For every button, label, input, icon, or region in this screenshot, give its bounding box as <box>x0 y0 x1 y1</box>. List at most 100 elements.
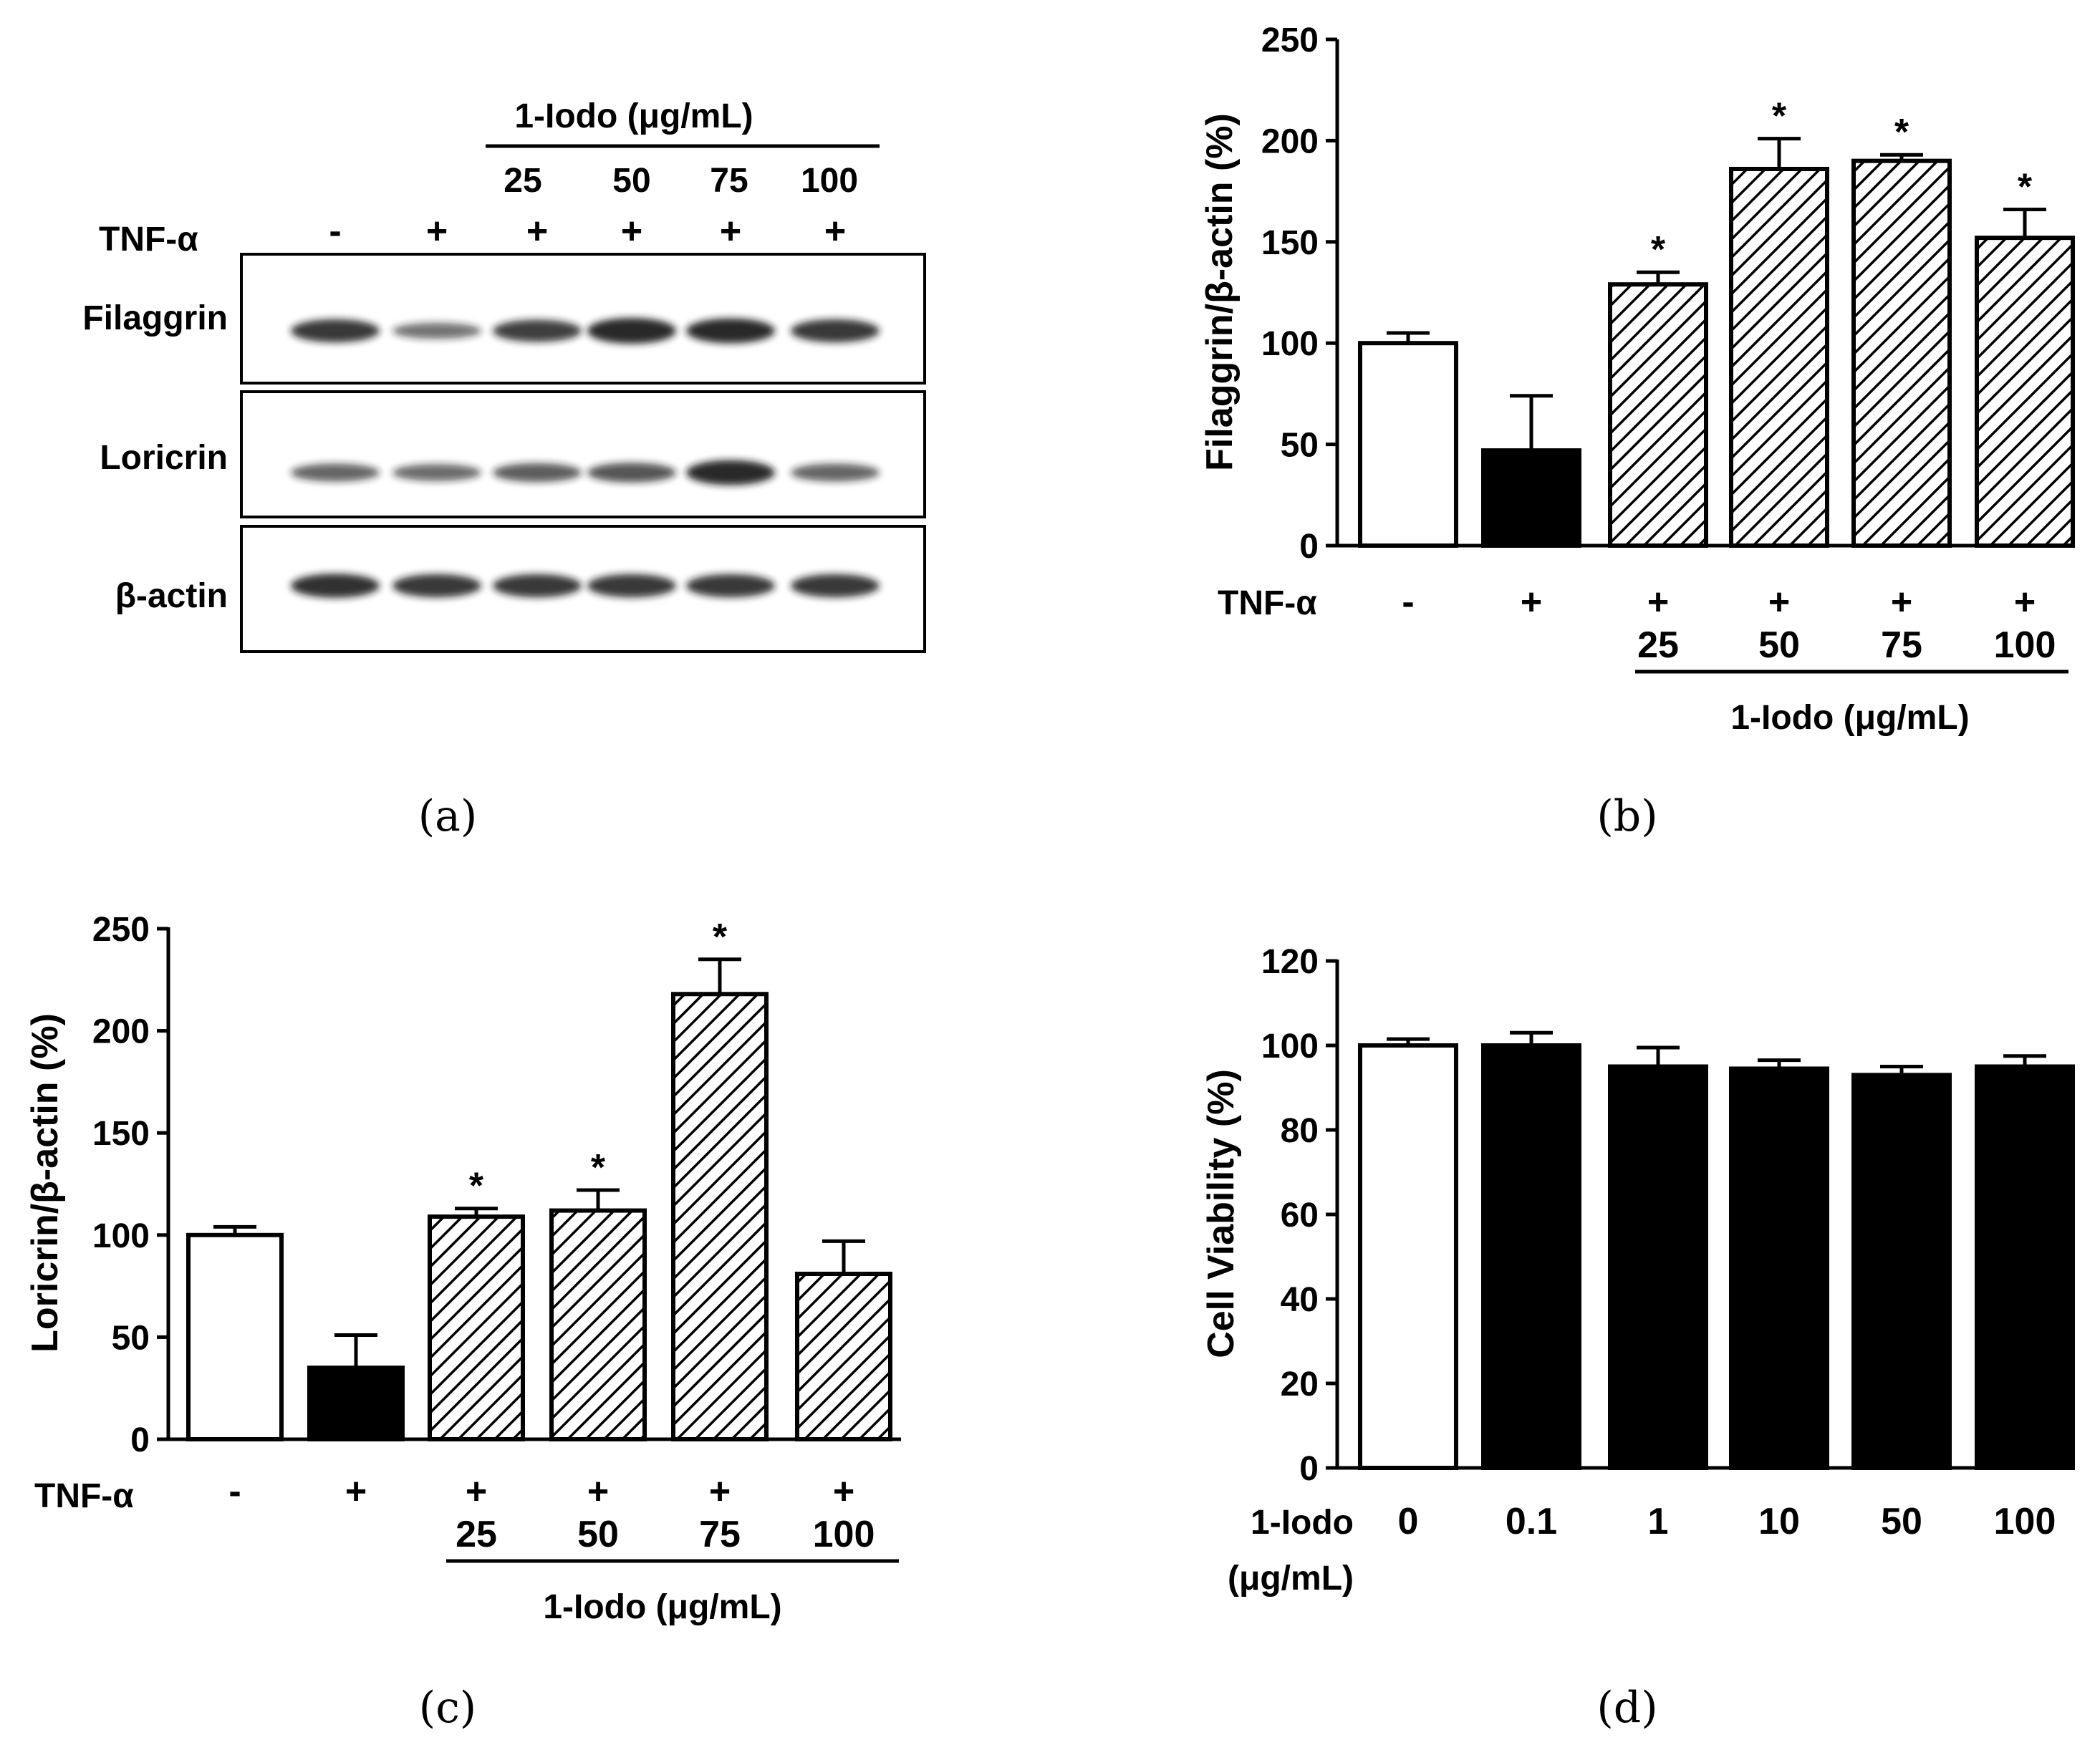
panel-a-tnf-sign: + <box>621 211 642 252</box>
panel-a-dose: 50 <box>612 162 650 200</box>
dose-label: 75 <box>699 1514 741 1555</box>
y-tick-label: 100 <box>1261 1028 1319 1065</box>
tnf-sign: + <box>709 1471 731 1512</box>
blot-band <box>587 574 676 598</box>
bar <box>1608 282 1708 548</box>
blot-box-loricrin <box>240 390 926 518</box>
significance-marker: * <box>1894 112 1909 153</box>
blot-band <box>587 318 676 344</box>
panel-c: * * * 0 50 100 150 200 250 Loricrin/β-actin (%)… <box>24 911 901 1733</box>
panel-b-ylabel: Filaggrin/β-actin (%) <box>1199 113 1241 471</box>
panel-d-caption: (d) <box>1596 1683 1657 1733</box>
tnf-sign: + <box>1768 581 1790 623</box>
panel-a-dose: 25 <box>504 162 541 200</box>
panel-b-group-label: 1-Iodo (μg/mL) <box>1730 699 1969 737</box>
bar <box>549 1208 647 1442</box>
panel-a-tnf-sign: + <box>526 211 548 252</box>
dose-label: 25 <box>456 1514 497 1555</box>
panel-c-tnf-label: TNF-α <box>34 1477 134 1515</box>
bar <box>1608 1064 1708 1470</box>
dose-label: 50 <box>1758 624 1800 666</box>
dose-label: 25 <box>1637 624 1679 666</box>
panel-d-row-label: 1-Iodo <box>1251 1504 1354 1542</box>
tnf-sign: + <box>587 1471 609 1512</box>
dose-label: 100 <box>1994 624 2056 666</box>
tnf-sign: + <box>2014 581 2036 623</box>
panel-a-tnf-sign: + <box>824 211 846 252</box>
bar <box>186 1232 284 1442</box>
significance-marker: * <box>469 1166 484 1207</box>
blot-band <box>686 318 775 344</box>
panel-d-row-label-units: (μg/mL) <box>1228 1560 1354 1598</box>
category-label: 0 <box>1398 1501 1419 1542</box>
blot-band <box>392 464 481 481</box>
blot-band <box>493 463 582 483</box>
panel-a-tnf-label: TNF-α <box>99 221 198 258</box>
y-tick-label: 150 <box>92 1115 150 1153</box>
blot-label-loricrin: Loricrin <box>100 439 228 477</box>
category-label: 50 <box>1881 1501 1922 1542</box>
blot-band <box>493 574 582 598</box>
panel-d-ylabel: Cell Viability (%) <box>1200 1069 1242 1358</box>
y-tick-label: 150 <box>1261 224 1319 262</box>
bars-b: * * * * <box>1358 96 2075 548</box>
significance-marker: * <box>2018 167 2033 208</box>
y-tick-label: 60 <box>1281 1197 1319 1234</box>
bar <box>795 1271 892 1442</box>
category-label: 1 <box>1648 1501 1669 1542</box>
category-label: 0.1 <box>1506 1501 1557 1542</box>
bar <box>1481 1043 1581 1470</box>
panel-a: 1-Iodo (μg/mL) 25 50 75 100 TNF-α - + + … <box>82 97 926 841</box>
xlab-d: 0 0.1 1 10 50 100 <box>1398 1501 2056 1542</box>
blot-band <box>686 460 775 485</box>
y-tick-label: 50 <box>112 1319 150 1357</box>
bar <box>1729 1066 1829 1470</box>
y-tick-label: 250 <box>1261 21 1319 59</box>
dose-label: 75 <box>1881 624 1922 666</box>
y-tick-label: 50 <box>1281 427 1319 465</box>
blot-label-filaggrin: Filaggrin <box>82 299 228 337</box>
significance-marker: * <box>1772 96 1787 137</box>
category-label: 100 <box>1994 1501 2056 1542</box>
category-label: 10 <box>1758 1501 1800 1542</box>
ticks-c: 0 50 100 150 200 250 <box>92 911 168 1459</box>
tnf-sign: + <box>833 1471 854 1512</box>
tnf-sign: + <box>1647 581 1669 623</box>
blot-band <box>791 463 880 482</box>
y-tick-label: 40 <box>1281 1281 1319 1319</box>
panel-a-caption: (a) <box>418 791 478 841</box>
panel-b-tnf-label: TNF-α <box>1218 584 1317 622</box>
tnf-sign: - <box>228 1471 241 1512</box>
tnf-sign: - <box>1402 581 1414 623</box>
y-tick-label: 0 <box>1299 1450 1319 1488</box>
panel-c-caption: (c) <box>419 1683 476 1733</box>
y-tick-label: 20 <box>1281 1366 1319 1403</box>
panel-a-treatment-label: 1-Iodo (μg/mL) <box>514 97 753 135</box>
significance-marker: * <box>713 917 728 958</box>
panel-b: * * * * 0 50 100 150 200 250 Filaggrin/β-actin (… <box>1199 21 2075 841</box>
bar <box>1358 341 1458 548</box>
blot-band <box>291 463 380 482</box>
panel-b-caption: (b) <box>1596 791 1657 841</box>
bar <box>1481 448 1581 548</box>
y-tick-label: 100 <box>92 1217 150 1255</box>
panel-a-tnf-sign: + <box>426 211 448 252</box>
blot-bands <box>291 318 880 598</box>
blot-band <box>791 574 880 598</box>
bar <box>1358 1043 1458 1470</box>
bars-d <box>1358 1030 2075 1471</box>
dose-label: 50 <box>577 1514 619 1555</box>
y-tick-label: 120 <box>1261 943 1319 981</box>
y-tick-label: 200 <box>92 1013 150 1051</box>
ticks-d: 0 20 40 60 80 100 120 <box>1261 943 1337 1488</box>
blot-box-filaggrin <box>240 253 926 385</box>
tnf-sign: + <box>345 1471 367 1512</box>
panel-a-dose: 100 <box>801 162 858 200</box>
bar <box>1729 166 1829 548</box>
bar <box>671 992 769 1442</box>
dose-label: 100 <box>813 1514 875 1555</box>
panel-c-group-label: 1-Iodo (μg/mL) <box>543 1588 781 1626</box>
significance-marker: * <box>1651 229 1666 271</box>
panel-a-tnf-sign: + <box>720 211 741 252</box>
